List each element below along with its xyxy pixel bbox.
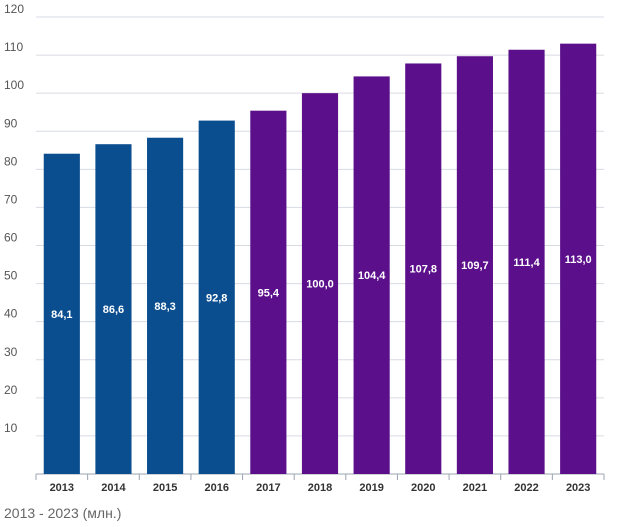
y-tick-label: 30 xyxy=(4,345,18,359)
x-tick-label: 2013 xyxy=(50,482,74,494)
x-tick-label: 2016 xyxy=(204,482,228,494)
y-tick-label: 120 xyxy=(4,2,24,16)
data-label-2017: 95,4 xyxy=(258,287,280,299)
y-tick-label: 110 xyxy=(4,40,23,54)
x-tick-label: 2015 xyxy=(153,482,177,494)
bar-2022 xyxy=(508,49,545,474)
data-label-2023: 113,0 xyxy=(565,254,592,266)
bar-2013 xyxy=(43,153,80,474)
data-label-2014: 86,6 xyxy=(103,304,124,316)
x-tick-label: 2020 xyxy=(411,482,435,494)
y-tick-label: 90 xyxy=(4,116,18,130)
bar-2020 xyxy=(405,63,442,474)
data-label-2015: 88,3 xyxy=(154,301,175,313)
y-tick-label: 80 xyxy=(4,154,18,168)
bar-2017 xyxy=(250,110,287,474)
bar-2021 xyxy=(456,56,493,475)
y-tick-label: 50 xyxy=(4,269,18,283)
x-tick-label: 2019 xyxy=(359,482,383,494)
x-tick-label: 2022 xyxy=(514,482,538,494)
x-tick-label: 2014 xyxy=(101,482,126,494)
data-label-2016: 92,8 xyxy=(206,292,227,304)
data-label-2013: 84,1 xyxy=(51,309,72,321)
bar-2019 xyxy=(353,76,390,474)
y-tick-label: 70 xyxy=(4,192,18,206)
bar-2014 xyxy=(95,144,132,474)
x-tick-label: 2017 xyxy=(256,482,280,494)
data-label-2021: 109,7 xyxy=(461,260,489,272)
bar-2023 xyxy=(560,43,597,475)
y-tick-label: 10 xyxy=(4,421,18,435)
data-label-2022: 111,4 xyxy=(513,257,540,269)
bar-chart: 10 20 30 40 50 60 70 80 90 100 110 120 84,1 2013 86,6 2… xyxy=(4,2,605,494)
y-tick-label: 40 xyxy=(4,307,18,321)
y-tick-label: 60 xyxy=(4,231,18,245)
chart-caption: 2013 - 2023 (млн.) xyxy=(4,505,122,521)
y-tick-label: 100 xyxy=(4,78,24,92)
data-label-2020: 107,8 xyxy=(410,264,438,276)
bar-2016 xyxy=(198,120,235,474)
x-tick-label: 2018 xyxy=(308,482,332,494)
data-label-2019: 104,4 xyxy=(358,270,386,282)
y-tick-label: 20 xyxy=(4,383,18,397)
bar-2015 xyxy=(147,137,184,474)
x-tick-label: 2023 xyxy=(566,482,590,494)
bar-2018 xyxy=(301,93,339,475)
data-label-2018: 100,0 xyxy=(306,279,334,291)
x-tick-label: 2021 xyxy=(463,482,487,494)
